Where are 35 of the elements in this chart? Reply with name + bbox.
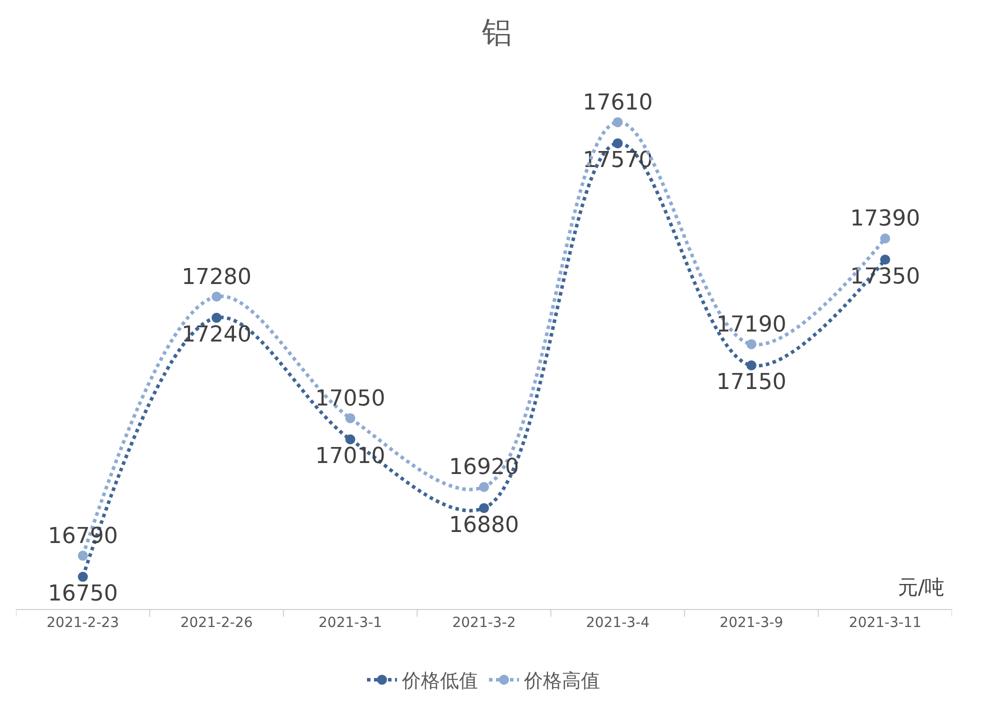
x-tick-label: 2021-2-26 bbox=[180, 614, 253, 631]
data-label: 17050 bbox=[315, 386, 386, 412]
legend-label: 价格高值 bbox=[523, 670, 600, 692]
point bbox=[479, 482, 489, 492]
point bbox=[78, 572, 88, 582]
legend-label: 价格低值 bbox=[401, 670, 478, 692]
point bbox=[612, 117, 623, 128]
point bbox=[746, 360, 756, 370]
data-label: 17390 bbox=[850, 206, 920, 232]
x-tick-label: 2021-3-2 bbox=[452, 614, 516, 631]
point bbox=[212, 292, 222, 302]
point bbox=[212, 312, 222, 323]
data-label: 16750 bbox=[48, 582, 118, 607]
point bbox=[345, 413, 356, 424]
point bbox=[479, 503, 489, 514]
point bbox=[880, 233, 890, 244]
data-label: 17350 bbox=[850, 264, 920, 290]
x-tick-label: 2021-2-23 bbox=[46, 614, 120, 631]
annotation: 元/吨 bbox=[898, 575, 945, 599]
data-label: 16880 bbox=[449, 512, 519, 538]
x-tick-label: 2021-3-11 bbox=[848, 614, 922, 631]
chart-title: 铝 bbox=[481, 15, 512, 50]
x-tick-label: 2021-3-1 bbox=[318, 614, 382, 631]
point bbox=[746, 339, 756, 350]
point bbox=[612, 138, 623, 148]
data-label: 17280 bbox=[182, 264, 252, 290]
data-label: 17190 bbox=[716, 312, 786, 338]
data-label: 17610 bbox=[582, 90, 653, 116]
point bbox=[78, 550, 88, 561]
x-tick-label: 2021-3-9 bbox=[720, 614, 784, 631]
point bbox=[880, 254, 890, 265]
data-label: 17150 bbox=[716, 370, 786, 396]
x-tick-label: 2021-3-4 bbox=[586, 614, 650, 631]
data-label: 17240 bbox=[182, 322, 252, 348]
point bbox=[345, 434, 356, 444]
